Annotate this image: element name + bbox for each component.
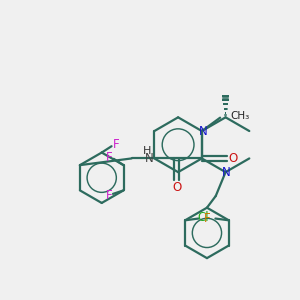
Text: F: F: [112, 138, 119, 151]
Text: F: F: [106, 151, 113, 164]
Text: N: N: [145, 152, 153, 165]
Text: O: O: [172, 181, 181, 194]
Text: F: F: [106, 189, 112, 202]
Text: O: O: [229, 152, 238, 165]
Text: CH₃: CH₃: [230, 111, 249, 121]
Text: H: H: [142, 146, 151, 156]
Text: N: N: [199, 124, 207, 137]
Text: F: F: [204, 212, 210, 225]
Text: Cl: Cl: [198, 211, 209, 224]
Text: N: N: [222, 166, 231, 178]
